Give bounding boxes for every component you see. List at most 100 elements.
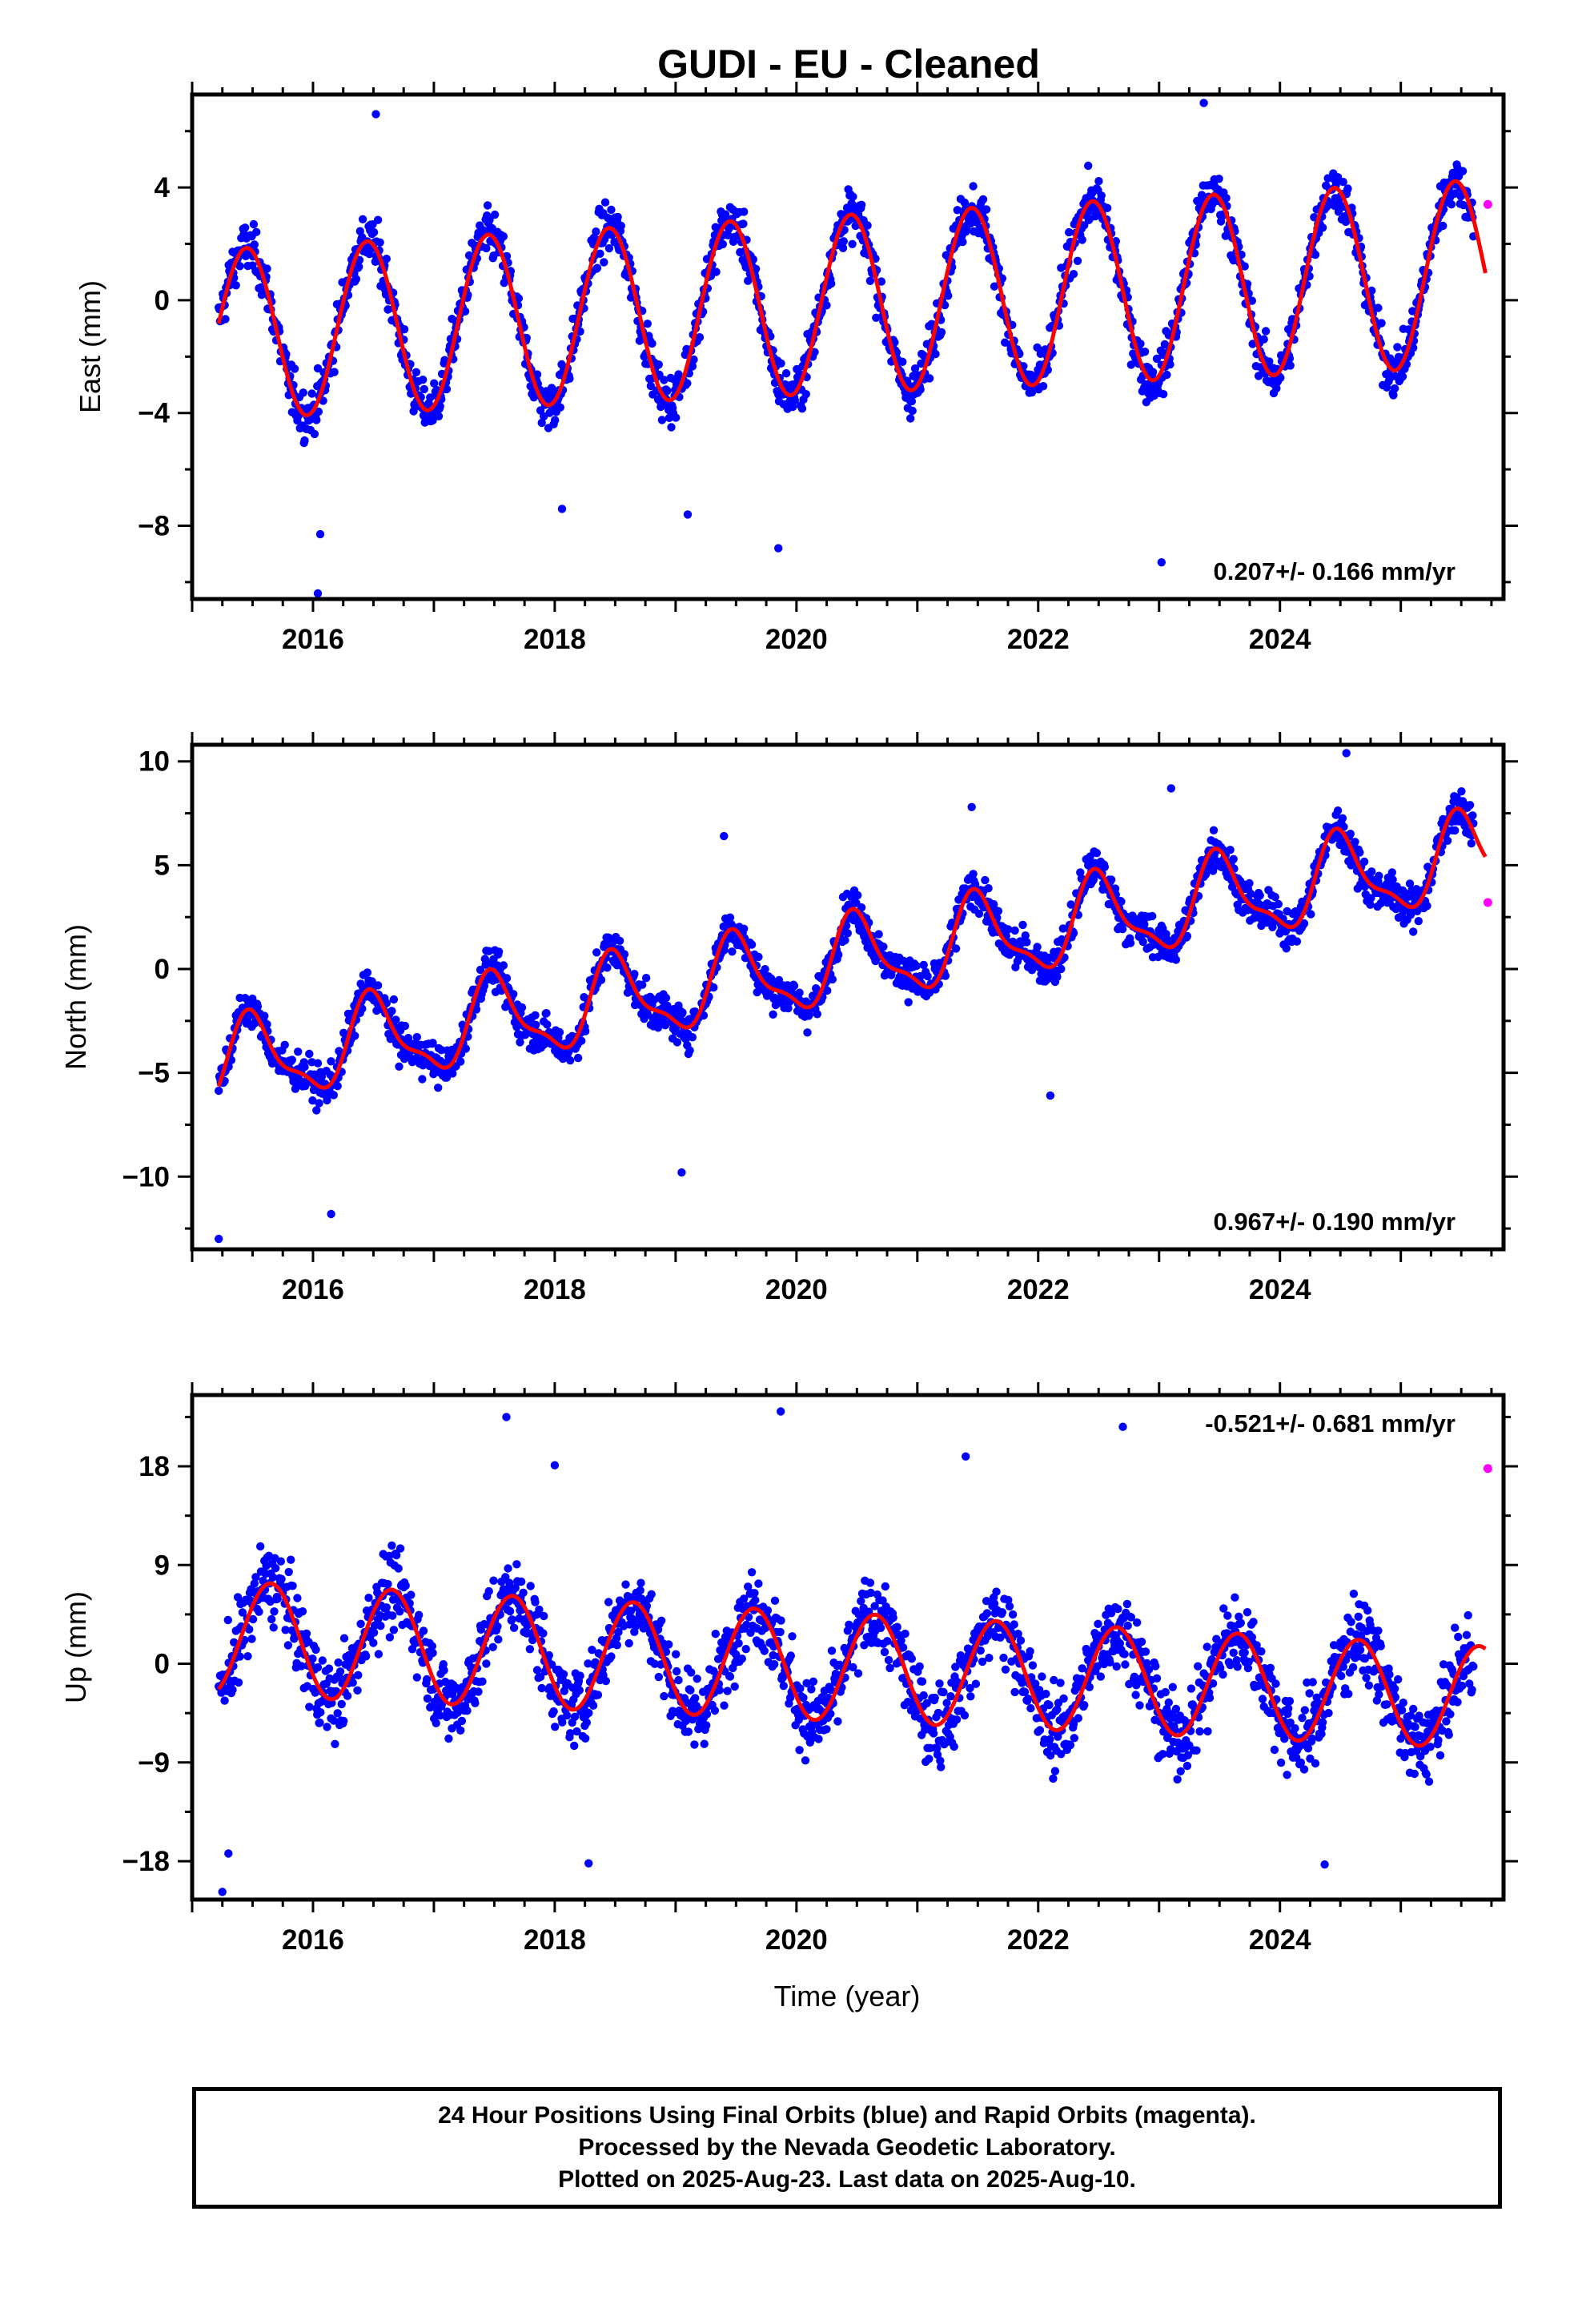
data-point <box>760 1647 769 1655</box>
y-tick-label: −4 <box>138 398 170 429</box>
data-point <box>776 1627 785 1637</box>
data-point <box>566 1056 575 1065</box>
data-point <box>982 205 991 214</box>
data-point <box>636 1586 644 1595</box>
data-point <box>1467 839 1476 848</box>
data-point <box>1359 857 1369 866</box>
data-point <box>395 1062 404 1072</box>
y-tick-label: 5 <box>155 850 170 881</box>
data-point <box>335 1667 345 1676</box>
data-point <box>267 1614 276 1624</box>
data-point <box>573 1053 583 1063</box>
data-point <box>672 413 681 422</box>
data-point <box>1377 319 1386 328</box>
data-point <box>1259 335 1268 344</box>
data-point <box>643 320 652 328</box>
data-point <box>953 206 962 215</box>
data-point <box>687 1668 696 1677</box>
data-point <box>1010 926 1019 935</box>
data-point <box>857 200 866 209</box>
outlier-point <box>1342 749 1351 758</box>
data-point <box>667 423 676 432</box>
data-point <box>581 1734 590 1743</box>
x-tick-label: 2018 <box>524 1274 586 1305</box>
data-point <box>313 364 323 373</box>
data-point <box>382 1603 391 1612</box>
data-point <box>1274 899 1283 909</box>
data-point <box>994 907 1003 915</box>
data-point <box>323 1723 331 1731</box>
data-point <box>978 195 988 204</box>
plot-frame <box>190 742 1506 1252</box>
data-point <box>592 948 601 957</box>
y-tick-label: 0 <box>155 285 170 316</box>
data-point <box>636 1578 645 1587</box>
data-point <box>907 396 917 406</box>
data-point <box>485 215 494 224</box>
data-point <box>695 333 705 342</box>
data-point <box>613 212 622 222</box>
data-point <box>958 237 967 247</box>
data-point <box>919 960 928 970</box>
data-point <box>575 1686 584 1695</box>
data-point <box>504 1564 512 1573</box>
y-tick-label: −10 <box>122 1161 170 1192</box>
data-point <box>754 1579 763 1588</box>
data-point <box>654 1672 663 1682</box>
data-point <box>305 1049 314 1059</box>
data-point <box>256 1542 265 1551</box>
data-point <box>302 1629 311 1638</box>
data-point <box>624 1638 633 1648</box>
data-point <box>803 1028 812 1037</box>
data-point <box>277 1574 286 1583</box>
data-point <box>298 1607 307 1616</box>
data-point <box>432 1719 440 1727</box>
y-tick-label: −5 <box>138 1058 170 1089</box>
data-point <box>313 1059 323 1068</box>
data-point <box>931 349 940 359</box>
data-point <box>351 275 361 283</box>
data-point <box>1057 964 1066 974</box>
data-point <box>685 1046 694 1055</box>
y-axis-label: North (mm) <box>59 924 92 1070</box>
data-point <box>1092 849 1102 858</box>
data-point <box>1447 200 1456 209</box>
data-point <box>401 1581 410 1590</box>
y-tick-label: 10 <box>139 746 170 778</box>
data-point <box>739 219 748 228</box>
data-point <box>1138 937 1147 947</box>
data-point <box>1343 184 1352 193</box>
data-point <box>1215 175 1223 183</box>
data-point <box>1414 917 1423 926</box>
data-point <box>616 221 625 231</box>
data-point <box>512 1560 521 1569</box>
data-point <box>1465 801 1475 810</box>
outlier-point <box>1157 558 1166 567</box>
data-point <box>1171 955 1181 964</box>
data-point <box>551 1723 560 1731</box>
data-point <box>243 1652 252 1661</box>
data-point <box>1030 372 1039 380</box>
data-point <box>461 1044 470 1053</box>
data-point <box>369 1638 378 1647</box>
outlier-point <box>315 529 325 539</box>
data-point <box>720 1701 729 1710</box>
data-point <box>1226 846 1235 854</box>
data-point <box>660 1691 669 1701</box>
data-point <box>661 993 671 1003</box>
data-point <box>356 1619 365 1629</box>
data-point <box>539 1629 548 1638</box>
x-tick-label: 2024 <box>1249 1274 1311 1305</box>
data-point <box>1152 354 1162 364</box>
data-point <box>809 1677 818 1686</box>
data-point <box>333 1709 342 1718</box>
data-point <box>593 1691 603 1699</box>
data-point <box>1457 787 1466 796</box>
data-point <box>584 1708 593 1718</box>
data-point <box>440 1666 448 1675</box>
data-point <box>499 961 508 970</box>
data-point <box>364 1594 373 1602</box>
y-tick-label: 4 <box>155 172 171 203</box>
